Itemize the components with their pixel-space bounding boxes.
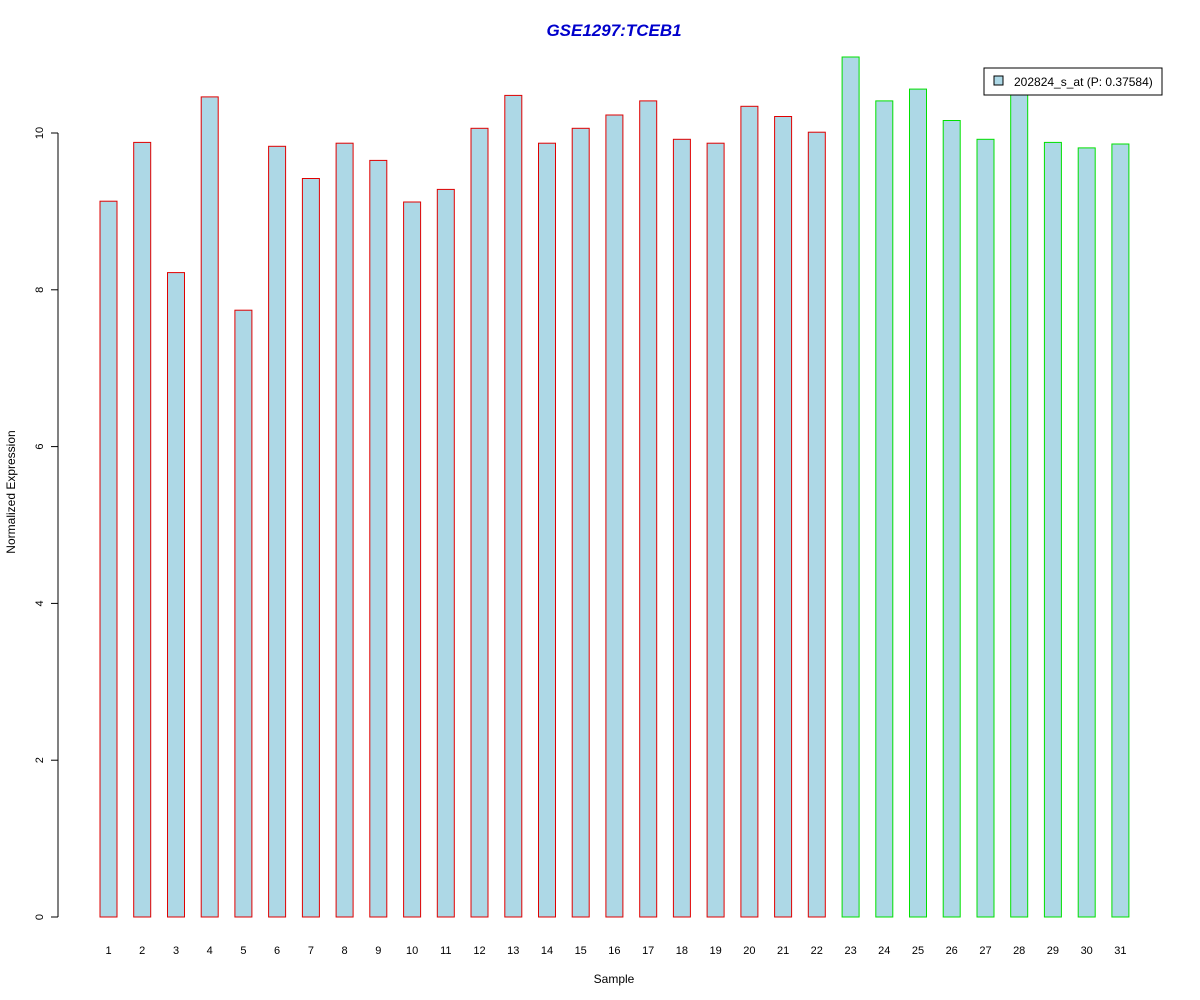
bar	[909, 88, 927, 918]
bar	[538, 142, 556, 918]
bar	[740, 105, 759, 918]
x-tick-label: 19	[709, 945, 721, 957]
x-tick-label: 14	[541, 945, 553, 957]
y-axis-label: Normalized Expression	[4, 430, 18, 553]
x-tick-label: 6	[274, 945, 280, 957]
bar	[268, 145, 287, 918]
chart-title: GSE1297:TCEB1	[546, 21, 681, 40]
bar	[436, 188, 455, 918]
x-tick-label: 28	[1013, 945, 1025, 957]
y-tick-label: 2	[34, 757, 46, 763]
x-tick-label: 25	[912, 945, 924, 957]
bar	[774, 116, 793, 918]
bar	[470, 127, 489, 918]
x-tick-labels: 1 2 3 4 5 6 7 8 9 10 11 12 13 14 15 16 17 18 19 20 21 22 23 24 2…	[105, 945, 1126, 957]
x-tick-label: 11	[440, 945, 451, 957]
y-tick-label: 0	[34, 914, 46, 920]
x-tick-label: 15	[575, 945, 587, 957]
x-tick-label: 23	[844, 945, 856, 957]
bar	[639, 100, 658, 918]
x-tick-label: 2	[139, 945, 145, 957]
bar	[234, 309, 253, 918]
x-tick-label: 1	[105, 945, 111, 957]
x-tick-label: 13	[507, 945, 519, 957]
legend: 202824_s_at (P: 0.37584)	[983, 67, 1163, 96]
x-axis-label: Sample	[594, 972, 635, 986]
bar	[976, 138, 995, 918]
bar	[403, 201, 422, 918]
bar	[369, 159, 388, 918]
y-axis: 0 2 4 6 8 10	[34, 127, 59, 920]
bar	[706, 142, 725, 918]
y-tick-label: 8	[34, 287, 46, 293]
x-tick-label: 9	[375, 945, 381, 957]
bar	[133, 141, 152, 918]
x-tick-label: 29	[1047, 945, 1059, 957]
x-tick-label: 8	[342, 945, 348, 957]
bar	[875, 100, 894, 918]
bar	[99, 200, 118, 918]
bar	[1077, 147, 1096, 918]
bar	[200, 96, 219, 918]
x-tick-label: 21	[777, 945, 789, 957]
x-tick-label: 3	[173, 945, 179, 957]
bars	[99, 56, 1130, 918]
x-tick-label: 24	[878, 945, 890, 957]
y-tick-label: 10	[34, 127, 46, 139]
x-tick-label: 12	[473, 945, 485, 957]
bar	[1010, 91, 1029, 918]
bar	[1111, 143, 1130, 918]
x-tick-label: 7	[308, 945, 314, 957]
x-tick-label: 31	[1114, 945, 1126, 957]
x-tick-label: 18	[676, 945, 688, 957]
x-tick-label: 5	[240, 945, 246, 957]
legend-label: 202824_s_at (P: 0.37584)	[1014, 75, 1153, 89]
x-tick-label: 26	[946, 945, 958, 957]
bar	[571, 127, 590, 918]
x-tick-label: 4	[207, 945, 213, 957]
x-tick-label: 27	[979, 945, 991, 957]
bar	[301, 178, 320, 918]
x-tick-label: 16	[608, 945, 620, 957]
bar	[605, 114, 624, 918]
x-tick-label: 20	[743, 945, 755, 957]
x-tick-label: 30	[1081, 945, 1093, 957]
y-tick-label: 4	[34, 600, 46, 606]
bar	[841, 56, 860, 918]
legend-swatch	[993, 75, 1004, 86]
x-tick-label: 22	[811, 945, 823, 957]
bar	[504, 94, 523, 918]
x-tick-label: 10	[406, 945, 418, 957]
bar	[335, 142, 354, 918]
bar	[167, 272, 185, 918]
x-tick-label: 17	[642, 945, 654, 957]
bar	[807, 131, 826, 918]
bar	[1043, 141, 1062, 918]
y-tick-label: 6	[34, 444, 46, 450]
legend-box	[983, 67, 1163, 96]
bar	[942, 120, 961, 918]
bar	[672, 138, 691, 918]
